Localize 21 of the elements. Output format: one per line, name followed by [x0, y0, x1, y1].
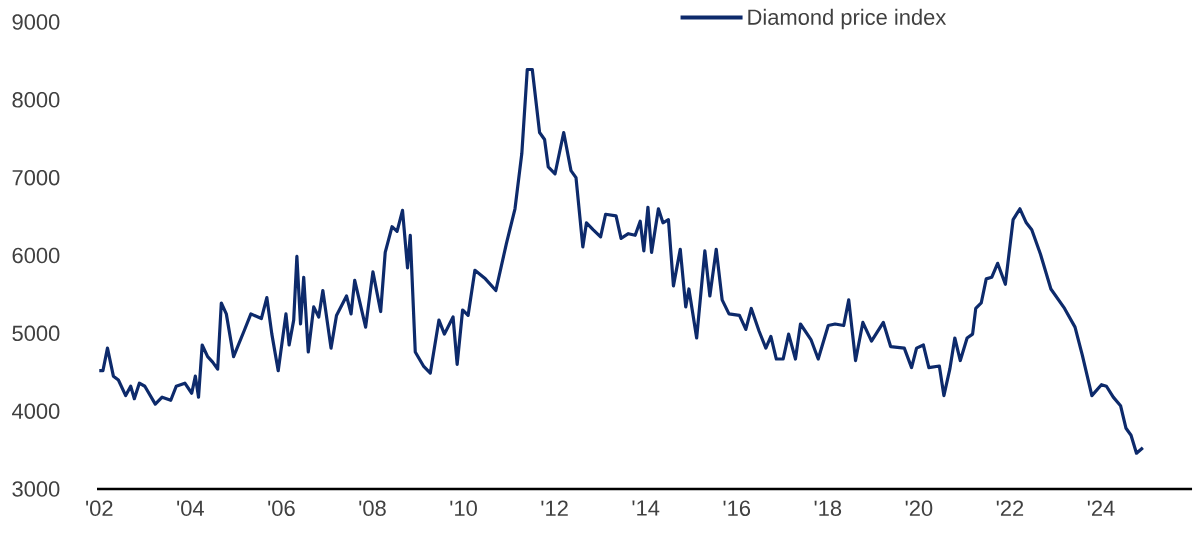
x-tick-label: '20: [905, 500, 933, 517]
x-tick-label: '16: [723, 500, 751, 517]
x-tick-label: '10: [450, 500, 477, 517]
x-tick-label: '04: [177, 500, 204, 517]
y-tick-label: 3000: [12, 481, 60, 497]
x-tick-label: '08: [359, 500, 386, 517]
x-tick-label: '02: [86, 500, 113, 517]
x-tick-label: '14: [632, 500, 660, 516]
y-tick-label: 6000: [12, 247, 60, 264]
line-series: [97, 67, 1145, 455]
x-tick-label: '12: [541, 500, 568, 516]
y-tick-label: 8000: [12, 92, 60, 108]
y-tick-label: 9000: [12, 14, 60, 30]
y-tick-label: 4000: [12, 403, 60, 419]
x-tick-label: '22: [996, 500, 1024, 516]
x-tick-label: '18: [814, 500, 842, 517]
y-tick-label: 5000: [12, 325, 60, 342]
x-tick-label: '06: [268, 500, 295, 517]
y-tick-label: 7000: [12, 169, 60, 186]
x-tick-label: '24: [1087, 500, 1115, 516]
legend-label: Diamond price index: [748, 8, 947, 30]
